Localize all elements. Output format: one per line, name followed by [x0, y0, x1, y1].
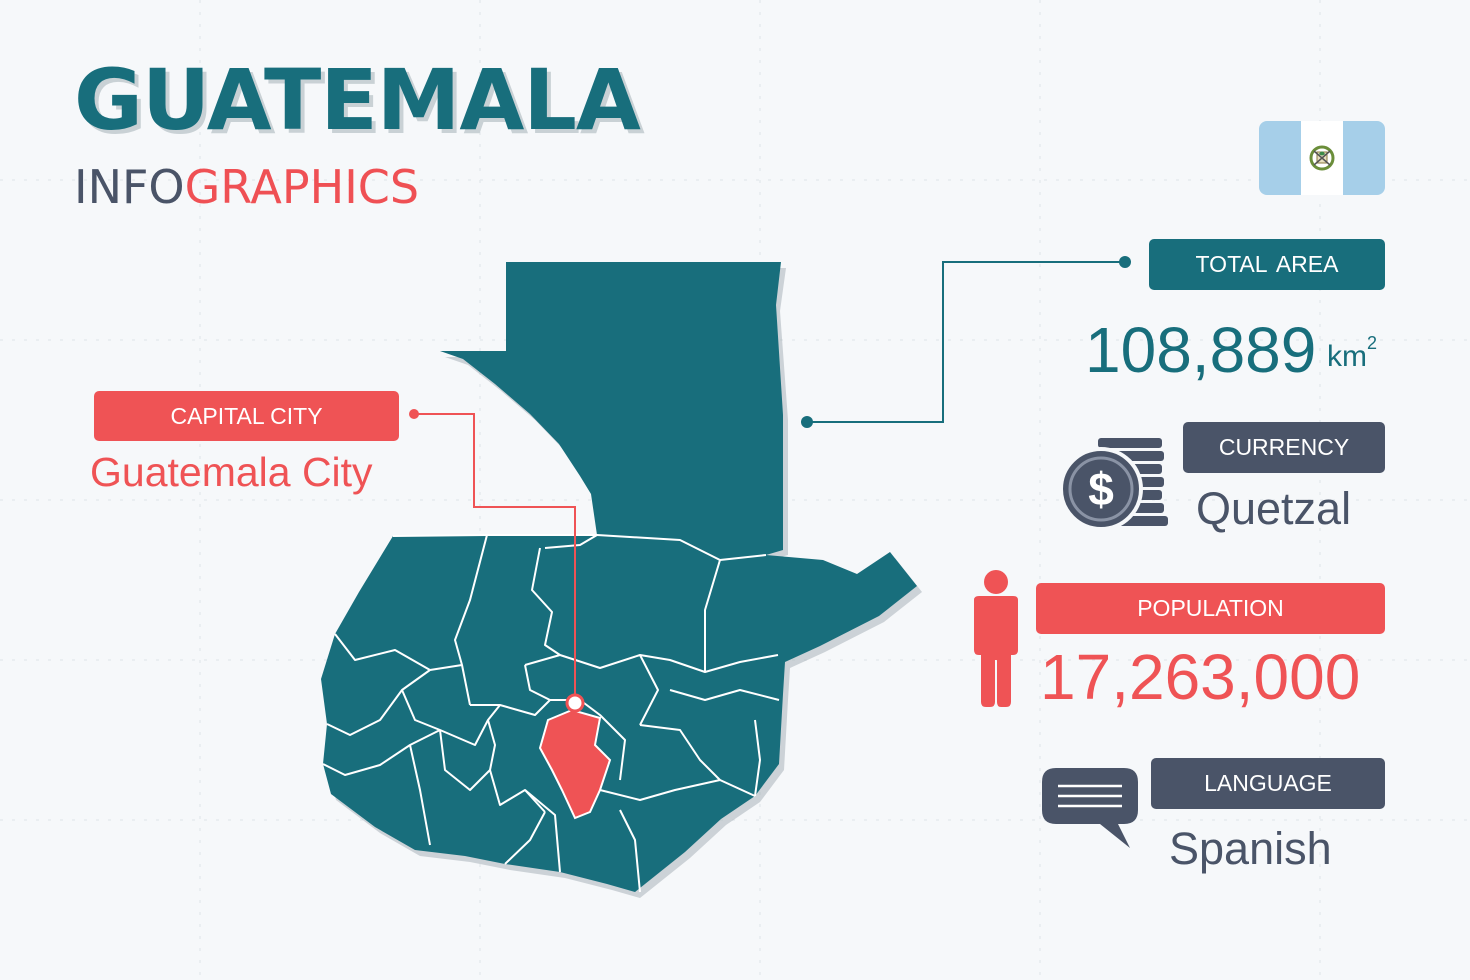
department-borders — [322, 534, 780, 893]
capital-city-value: Guatemala City — [90, 449, 373, 495]
total-area-value: 108,889 — [1085, 314, 1317, 386]
page-subtitle: INFOGRAPHICS — [74, 164, 419, 210]
coat-of-arms-icon — [1309, 145, 1335, 171]
language-value: Spanish — [1169, 823, 1332, 874]
population-value: 17,263,000 — [1040, 641, 1361, 713]
total-area-label: TOTAL AREA — [1149, 239, 1385, 290]
flag-band-right — [1343, 121, 1385, 195]
language-label: LANGUAGE — [1151, 758, 1385, 809]
area-connector — [801, 256, 1131, 428]
capital-department-highlight — [538, 708, 612, 820]
currency-value: Quetzal — [1196, 483, 1352, 534]
currency-label: CURRENCY — [1183, 422, 1385, 473]
subtitle-part-graphics: GRAPHICS — [184, 160, 420, 214]
guatemala-flag — [1259, 121, 1385, 195]
country-shape — [321, 262, 917, 892]
total-area-unit: km2 — [1327, 334, 1377, 373]
subtitle-part-info: INFO — [74, 160, 185, 214]
area-unit-superscript: 2 — [1367, 333, 1378, 353]
flag-band-center — [1301, 121, 1343, 195]
capital-connector — [409, 409, 585, 713]
page-title: GUATEMALA — [74, 51, 641, 149]
population-label: POPULATION — [1036, 583, 1385, 634]
flag-band-left — [1259, 121, 1301, 195]
capital-city-label: CAPITAL CITY — [94, 391, 399, 441]
area-unit-text: km — [1327, 340, 1367, 373]
